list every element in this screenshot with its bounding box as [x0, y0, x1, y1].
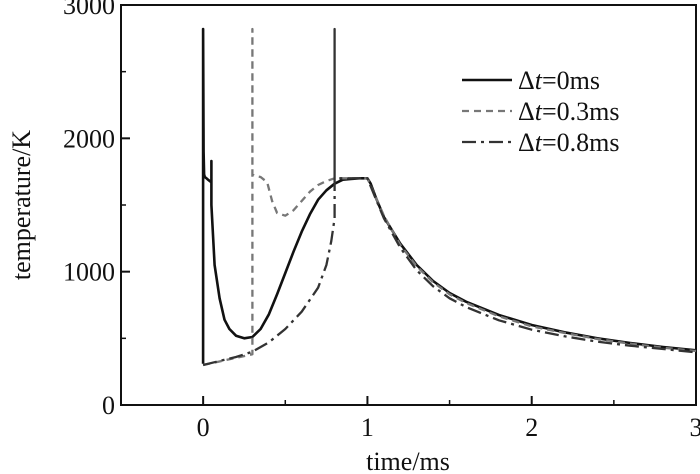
legend-label-3: Δt=0.8ms [518, 128, 619, 157]
legend-variable: t [535, 97, 543, 126]
legend-variable: t [535, 128, 543, 157]
y-axis-label: temperature/K [7, 130, 36, 280]
x-tick-label: 2 [525, 413, 538, 442]
legend-value: =0.8ms [542, 128, 620, 157]
y-tick-label: 3000 [63, 0, 115, 20]
legend-value: =0ms [542, 66, 600, 95]
legend-delta-symbol: Δ [518, 128, 535, 157]
y-axis-ticks: 0 1000 2000 3000 [63, 0, 130, 420]
legend-value: =0.3ms [542, 97, 620, 126]
x-tick-label: 3 [690, 413, 700, 442]
x-tick-label: 0 [197, 413, 210, 442]
x-axis-ticks: 0 1 2 3 [120, 396, 700, 442]
x-axis-label: time/ms [366, 447, 450, 474]
series-line-1 [201, 27, 697, 364]
legend-delta-symbol: Δ [518, 97, 535, 126]
y-tick-label: 1000 [63, 258, 115, 287]
legend-variable: t [535, 66, 543, 95]
legend-label-2: Δt=0.3ms [518, 97, 619, 126]
series-line-3 [202, 27, 697, 367]
series-line-2 [202, 27, 697, 367]
legend-label-1: Δt=0ms [518, 66, 600, 95]
y-tick-label: 2000 [63, 124, 115, 153]
series-layer [201, 27, 697, 367]
plot-frame [120, 4, 697, 406]
y-tick-label: 0 [102, 391, 115, 420]
legend-delta-symbol: Δ [518, 66, 535, 95]
x-tick-label: 1 [361, 413, 374, 442]
plot-area [120, 4, 697, 406]
